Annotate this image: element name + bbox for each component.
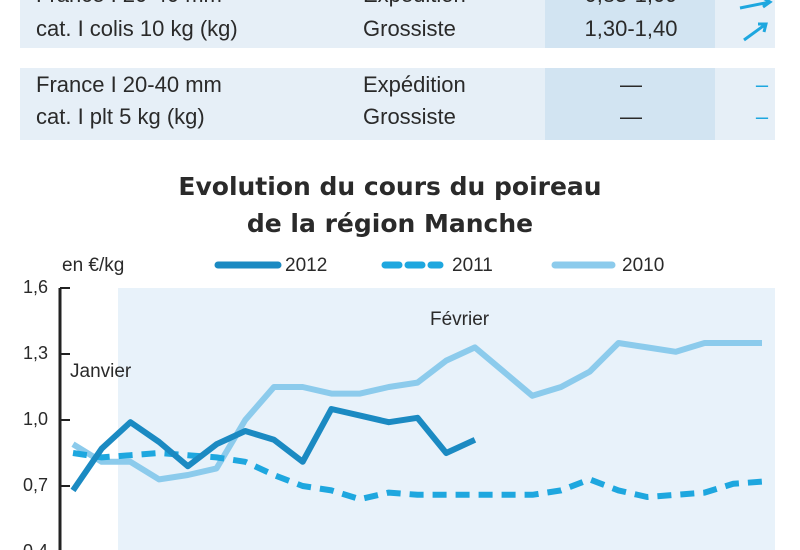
y-tick-label: 1,3: [23, 343, 48, 363]
plot-bg: [118, 288, 775, 550]
price-cell: —: [620, 104, 642, 129]
stage-cell: Grossiste: [363, 16, 456, 41]
product-cell: cat. I colis 10 kg (kg): [36, 16, 238, 41]
price-cell: —: [620, 72, 642, 97]
product-cell: cat. I plt 5 kg (kg): [36, 104, 205, 129]
y-axis-label: en €/kg: [62, 255, 124, 276]
series-line: [72, 450, 763, 503]
table-col-bg: [545, 0, 715, 48]
table-col-bg: [545, 68, 715, 140]
legend-label: 2010: [622, 255, 664, 276]
y-tick-label: 1,0: [23, 409, 48, 429]
series-line: [71, 340, 762, 483]
chart-title: de la région Manche: [247, 209, 533, 238]
trend-arrow: [739, 0, 773, 10]
product-cell: France I 20-40 mm: [36, 72, 222, 97]
y-tick-label: 0,7: [23, 475, 48, 495]
stage-cell: Expédition: [363, 0, 466, 7]
price-cell: 1,30-1,40: [585, 16, 678, 41]
stage-cell: Expédition: [363, 72, 466, 97]
annotation: Février: [430, 309, 490, 330]
stage-cell: Grossiste: [363, 104, 456, 129]
price-cell: 0,85-1,09: [585, 0, 678, 7]
y-tick-label: 1,6: [23, 277, 48, 297]
chart-title: Evolution du cours du poireau: [178, 172, 601, 201]
legend-label: 2012: [285, 255, 327, 276]
annotation: Janvier: [70, 361, 132, 382]
series-line: [70, 406, 477, 493]
product-cell: France I 20-40 mm: [36, 0, 222, 7]
y-tick-label: 0,4: [23, 541, 48, 550]
trend-cell: –: [756, 104, 769, 129]
trend-arrow: [743, 22, 768, 42]
legend-label: 2011: [452, 255, 493, 276]
trend-cell: –: [756, 72, 769, 97]
